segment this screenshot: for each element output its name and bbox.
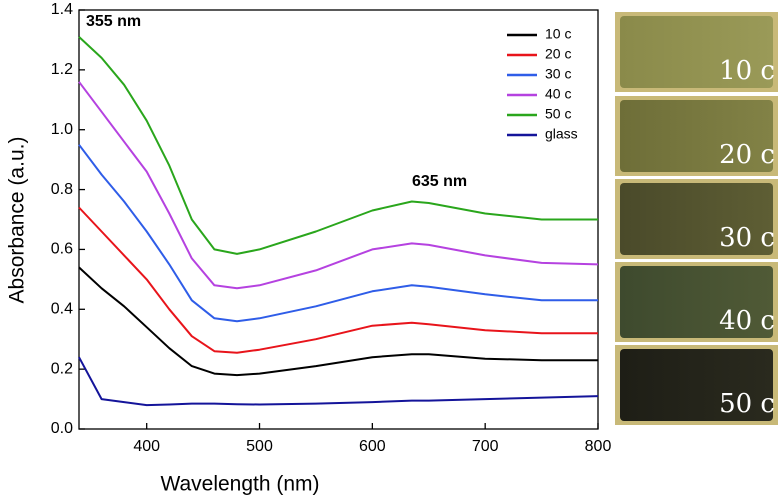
y-tick-label: 0.2 — [51, 360, 73, 377]
photo-film — [620, 16, 773, 88]
y-tick-label: 0.0 — [51, 420, 73, 437]
photo-label: 40 c — [719, 306, 775, 336]
series-line — [78, 81, 599, 290]
photo-label: 20 c — [719, 140, 775, 170]
series-line — [78, 356, 599, 407]
photo-label: 30 c — [719, 223, 775, 253]
x-tick-label: 800 — [585, 438, 612, 455]
y-tick-label: 0.8 — [51, 181, 73, 198]
x-tick-label: 600 — [359, 438, 386, 455]
photo-film — [620, 349, 773, 421]
y-tick-label: 1.4 — [51, 1, 73, 18]
legend-label: glass — [545, 126, 578, 142]
y-axis-title: Absorbance (a.u.) — [6, 137, 29, 304]
photo-label: 10 c — [719, 56, 775, 86]
photo-film — [620, 183, 773, 255]
legend-label: 10 c — [545, 26, 571, 42]
annotation: 635 nm — [412, 173, 467, 190]
legend-label: 40 c — [545, 86, 571, 102]
photo-film — [620, 266, 773, 338]
legend-label: 50 c — [545, 106, 571, 122]
y-tick-label: 0.6 — [51, 241, 73, 258]
x-tick-label: 400 — [133, 438, 160, 455]
series-line — [78, 36, 598, 255]
y-tick-label: 1.0 — [51, 121, 73, 138]
photo-label: 50 c — [719, 389, 775, 419]
series-line — [78, 266, 598, 377]
legend-label: 30 c — [545, 66, 571, 82]
plot-frame — [78, 9, 599, 430]
x-tick-label: 700 — [472, 438, 499, 455]
legend-label: 20 c — [545, 46, 571, 62]
series-line — [78, 144, 598, 323]
x-axis-title: Wavelength (nm) — [160, 473, 319, 496]
annotation: 355 nm — [86, 13, 141, 30]
y-tick-label: 0.4 — [51, 301, 73, 318]
series-line — [78, 206, 598, 354]
x-tick-label: 500 — [246, 438, 273, 455]
photo-film — [620, 100, 773, 172]
y-tick-label: 1.2 — [51, 61, 73, 78]
